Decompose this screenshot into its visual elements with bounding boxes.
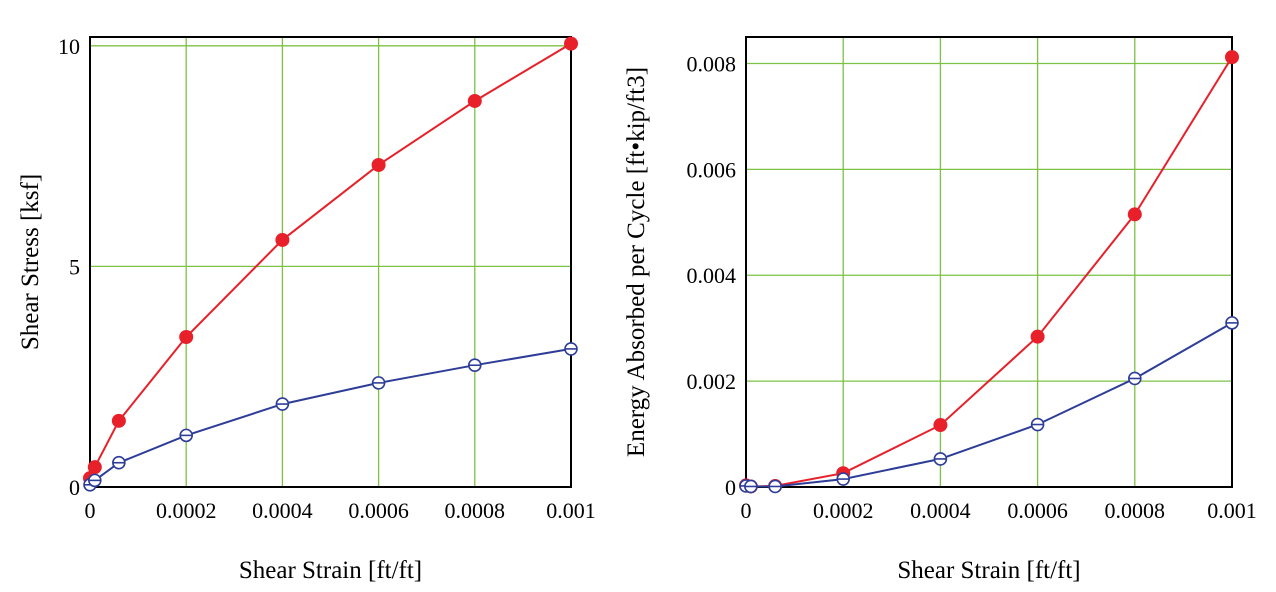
y-tick-label: 0.006 — [687, 157, 737, 182]
y-tick-label: 5 — [69, 254, 80, 279]
x-tick-label: 0.0006 — [1007, 498, 1068, 523]
data-point — [564, 36, 578, 51]
series-line-0 — [89, 42, 572, 479]
y-tick-label: 0.004 — [687, 263, 737, 288]
x-tick-label: 0.001 — [1207, 498, 1257, 523]
y-tick-label: 10 — [58, 34, 80, 59]
data-point — [467, 93, 482, 108]
y-axis-title: Shear Stress [ksf] — [17, 174, 44, 350]
series-line-0 — [745, 56, 1233, 488]
x-tick-label: 0.001 — [546, 498, 596, 523]
series-line-1 — [745, 322, 1233, 488]
x-tick-label: 0.0004 — [252, 498, 313, 523]
data-point — [1030, 329, 1045, 344]
x-tick-label: 0 — [85, 498, 96, 523]
x-tick-label: 0.0004 — [910, 498, 971, 523]
x-tick-label: 0.0006 — [348, 498, 409, 523]
x-axis-title: Shear Strain [ft/ft] — [239, 557, 422, 584]
energy-absorbed-chart: 0 0.0002 0.0004 0.0006 0.0008 0.001 0 0.002 0.00… — [623, 36, 1257, 584]
x-tick-label: 0 — [741, 498, 752, 523]
data-point — [275, 232, 290, 247]
data-point — [467, 358, 482, 373]
data-point — [933, 452, 948, 466]
data-point — [1225, 316, 1239, 330]
data-point — [1225, 50, 1239, 65]
data-point — [1030, 417, 1045, 432]
data-point — [836, 472, 851, 486]
shear-stress-chart: 0 0.0002 0.0004 0.0006 0.0008 0.001 0 5 10 Shear … — [17, 34, 596, 584]
data-point — [87, 460, 102, 475]
data-point — [1128, 371, 1142, 386]
data-point — [933, 418, 948, 433]
x-tick-label: 0.0008 — [1105, 498, 1166, 523]
x-tick-label: 0.0008 — [445, 498, 506, 523]
data-point — [112, 455, 126, 470]
data-point — [371, 157, 386, 172]
data-point — [179, 428, 193, 443]
y-tick-label: 0 — [725, 475, 736, 500]
plot-area-frame — [745, 36, 1233, 488]
series-line-1 — [89, 347, 572, 486]
x-tick-label: 0.0002 — [156, 498, 217, 523]
x-tick-label: 0.0002 — [813, 498, 874, 523]
data-point — [768, 479, 782, 494]
y-tick-label: 0.008 — [687, 51, 737, 76]
data-point — [179, 330, 194, 344]
data-point — [111, 413, 126, 428]
data-point — [371, 376, 386, 390]
data-point — [744, 479, 758, 494]
data-point — [88, 473, 102, 488]
y-tick-label: 0 — [69, 475, 80, 500]
data-point — [1127, 207, 1142, 222]
plot-area-frame — [89, 36, 572, 488]
data-point — [564, 342, 578, 356]
data-point — [275, 397, 290, 411]
x-axis-title: Shear Strain [ft/ft] — [897, 557, 1080, 584]
y-tick-label: 0.002 — [687, 369, 737, 394]
y-axis-title: Energy Absorbed per Cycle [ft•kip/ft3] — [623, 67, 650, 457]
